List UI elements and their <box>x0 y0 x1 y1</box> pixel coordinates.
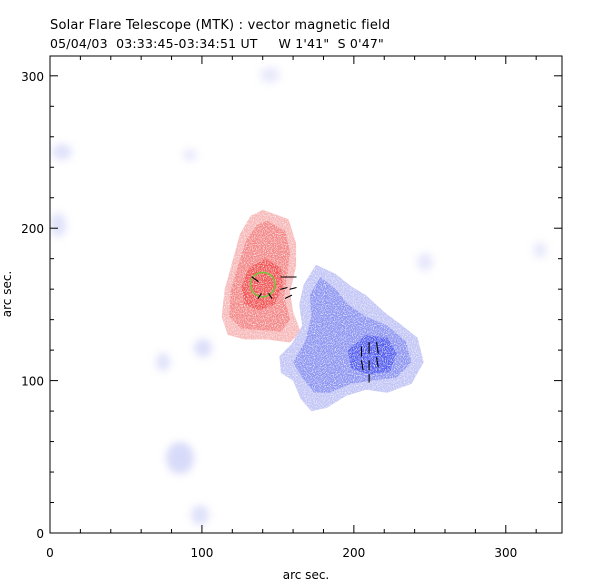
negative-region-core <box>347 334 397 375</box>
y-axis-label: arc sec. <box>0 271 14 317</box>
chart-title: Solar Flare Telescope (MTK) : vector mag… <box>50 18 391 33</box>
field-vector <box>251 276 259 283</box>
field-image <box>50 56 562 533</box>
x-axis-label: arc sec. <box>283 568 329 582</box>
field-vector <box>257 293 262 299</box>
y-tick-label: 0 <box>36 527 44 541</box>
x-tick-label: 300 <box>494 546 517 560</box>
field-vector <box>360 360 364 371</box>
x-tick-label: 0 <box>46 546 54 560</box>
x-tick-label: 200 <box>342 546 365 560</box>
chart-subtitle: 05/04/03 03:33:45-03:34:51 UT W 1'41" S … <box>50 36 384 51</box>
y-tick-label: 200 <box>21 222 44 236</box>
x-tick-label: 100 <box>190 546 213 560</box>
intensity-contour <box>249 271 276 298</box>
field-vector <box>280 287 288 290</box>
axes: 0 100 200 300 0 100 200 300 arc sec. arc sec. <box>0 55 563 582</box>
field-vector <box>284 294 293 299</box>
plot-frame <box>49 55 563 534</box>
field-vector <box>268 293 273 299</box>
field-vector <box>289 287 297 290</box>
field-vector <box>376 357 379 368</box>
positive-region-core <box>241 258 283 311</box>
y-tick-label: 300 <box>21 70 44 84</box>
y-tick-label: 100 <box>21 375 44 389</box>
field-vector <box>376 341 379 354</box>
